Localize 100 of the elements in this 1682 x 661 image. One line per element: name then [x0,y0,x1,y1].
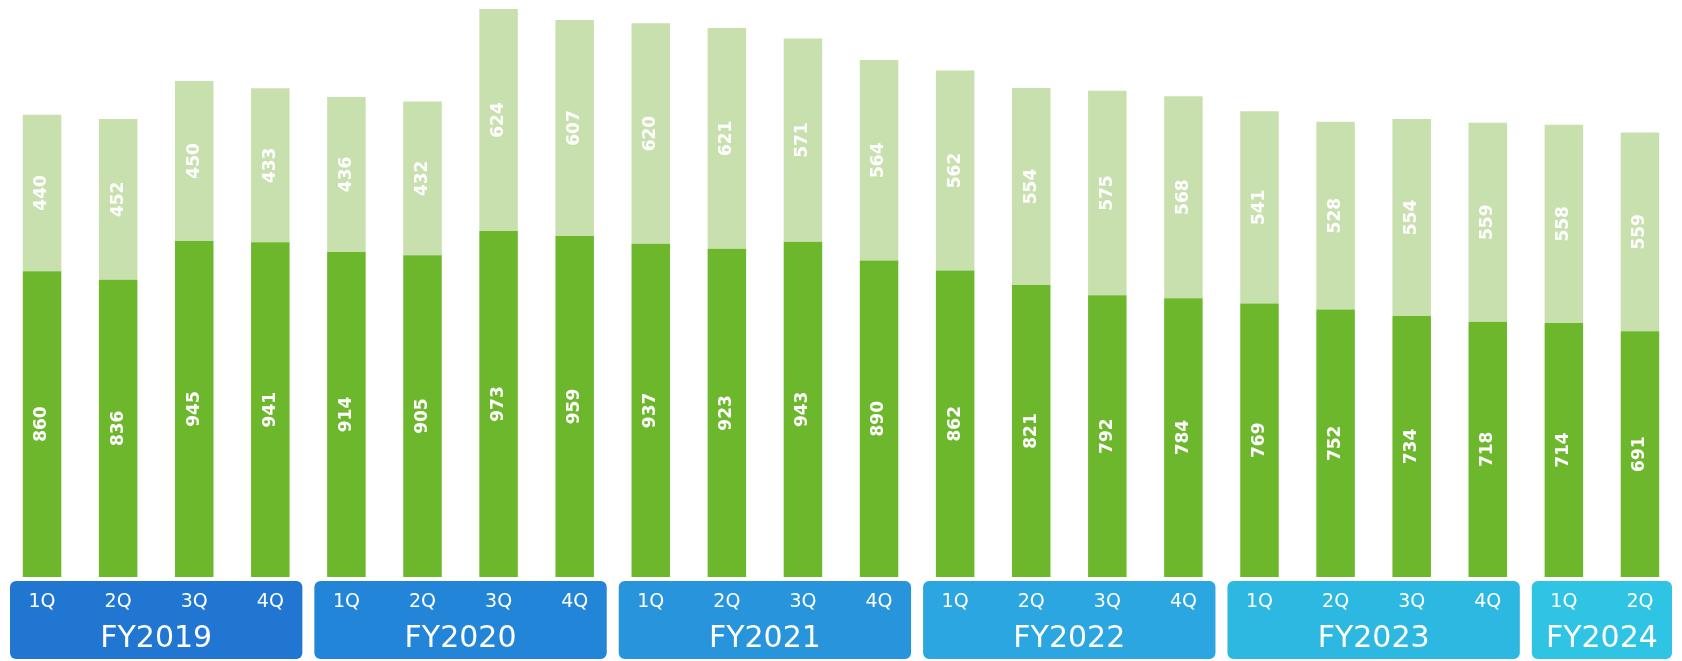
bar [631,243,671,577]
bar [1088,295,1127,577]
x-tick-label: 1Q [637,589,665,612]
bar [403,101,442,256]
bar [1392,315,1431,577]
data-label: 621 [715,120,736,157]
bar [859,59,899,261]
x-tick-label: 3Q [485,589,513,612]
bar [403,255,442,577]
bar [1164,298,1203,577]
data-label: 558 [1552,206,1573,242]
bar [1240,111,1279,304]
bar [1620,132,1660,332]
bar [174,240,214,577]
data-label: 792 [1095,418,1116,454]
bar [1620,331,1660,577]
data-label: 432 [410,160,431,197]
data-label: 450 [182,143,203,179]
data-label: 734 [1400,428,1421,465]
data-label: 554 [1019,168,1040,205]
x-tick-label: 4Q [256,589,284,612]
data-label: 440 [30,175,51,211]
data-label: 452 [106,181,127,218]
bar [98,279,138,577]
data-label: 607 [563,110,584,146]
data-label: 923 [715,395,736,431]
data-label: 562 [943,152,964,189]
x-tick-label: 3Q [1093,589,1121,612]
text: FY2022 [1013,618,1126,654]
data-label: 943 [791,391,812,428]
bar [22,114,62,272]
text: FY2019 [100,618,213,654]
data-label: 890 [867,400,888,437]
bar [1164,96,1203,299]
data-label: 769 [1247,422,1268,459]
bar [631,23,671,244]
data-label: 945 [182,391,203,427]
bar [707,248,747,577]
bar [783,241,823,577]
text: FY2024 [1545,618,1658,654]
x-tick-label: 1Q [1245,589,1274,612]
x-tick-label: 2Q [1322,589,1350,612]
data-label: 575 [1095,175,1116,211]
bar [479,9,518,231]
bar [174,80,214,241]
data-label: 568 [1171,179,1192,215]
data-label: 571 [791,122,812,158]
data-label: 784 [1171,419,1192,456]
x-tick-label: 3Q [1398,589,1426,612]
bar [859,260,899,577]
bar [1544,323,1584,577]
text: FY2020 [404,618,517,654]
data-label: 624 [487,102,508,138]
bar [1011,88,1051,286]
data-label: 836 [106,410,127,447]
bar [479,230,518,577]
x-tick-label: 2Q [408,589,437,612]
bar [327,251,366,577]
data-label: 554 [1400,199,1421,236]
text: FY2023 [1317,618,1430,654]
bar [327,96,366,252]
bar [1011,285,1051,577]
bar [98,118,138,280]
text: FY2021 [708,618,821,654]
data-label: 433 [258,147,279,184]
data-label: 528 [1324,197,1345,234]
bar [1088,90,1127,296]
data-label: 436 [334,156,355,193]
data-label: 691 [1628,436,1649,472]
x-tick-label: 4Q [865,589,893,612]
bar [555,20,594,236]
data-label: 564 [867,142,888,178]
data-label: 941 [258,391,279,428]
x-tick-label: 3Q [789,589,817,612]
x-tick-label: 1Q [332,589,360,612]
data-label: 559 [1628,214,1649,250]
bar [935,270,975,577]
bar [1468,122,1508,322]
data-label: 541 [1247,189,1268,226]
bar [251,88,290,243]
data-label: 959 [563,388,584,425]
data-label: 973 [487,386,508,422]
data-label: 559 [1476,204,1497,241]
x-tick-label: 2Q [1017,589,1045,612]
bar [1544,124,1584,324]
bar [1316,121,1355,310]
bar [935,70,975,271]
bar [555,235,594,577]
bar [1468,321,1508,577]
bar [1392,118,1431,316]
x-tick-label: 1Q [1550,589,1578,612]
x-tick-label: 1Q [28,589,56,612]
x-tick-label: 4Q [1169,589,1197,612]
x-tick-label: 1Q [941,589,969,612]
x-tick-label: 3Q [180,589,208,612]
bar [1316,309,1355,577]
data-label: 862 [943,405,964,442]
bar [1240,303,1279,577]
data-label: 620 [639,115,660,152]
x-tick-label: 4Q [561,589,589,612]
